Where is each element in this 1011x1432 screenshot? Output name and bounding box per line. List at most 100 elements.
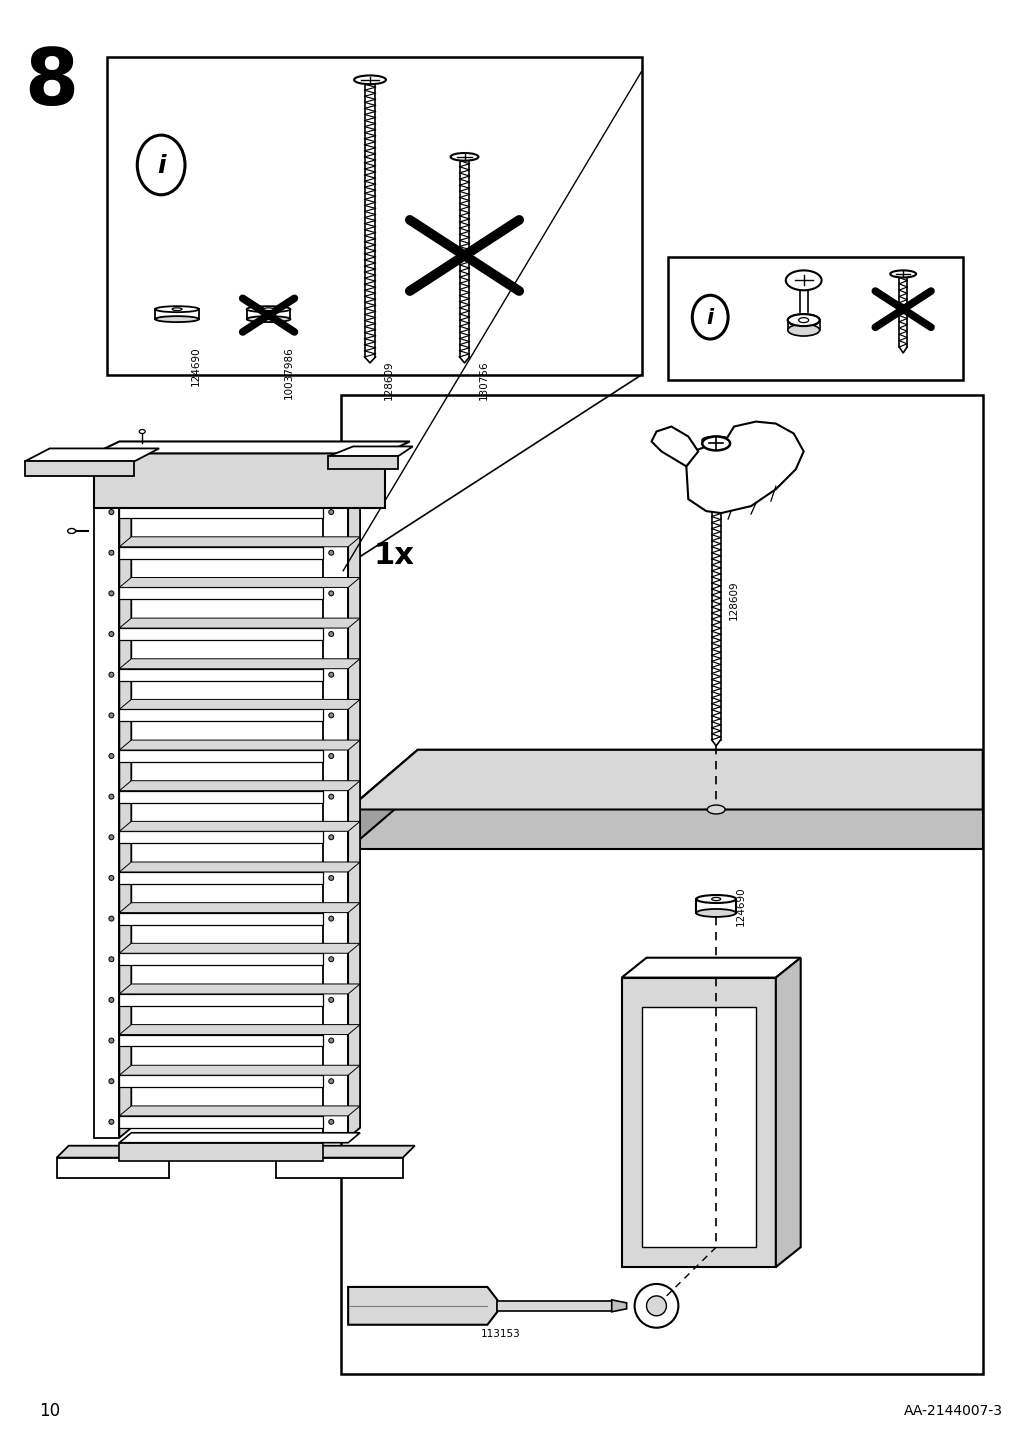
Text: 124690: 124690	[191, 347, 201, 385]
Text: i: i	[706, 308, 713, 328]
Polygon shape	[119, 902, 360, 912]
Polygon shape	[685, 421, 803, 513]
Bar	[119, 1116, 323, 1128]
Circle shape	[329, 795, 334, 799]
Polygon shape	[119, 1133, 360, 1143]
Circle shape	[329, 957, 334, 962]
Bar	[341, 395, 982, 1375]
Polygon shape	[119, 1025, 360, 1034]
Polygon shape	[328, 447, 412, 457]
Ellipse shape	[450, 153, 478, 160]
Circle shape	[109, 795, 114, 799]
Polygon shape	[25, 448, 159, 461]
Text: 124690: 124690	[735, 886, 745, 927]
Bar	[119, 954, 323, 965]
Circle shape	[634, 1285, 677, 1327]
Bar	[94, 495, 119, 1138]
Circle shape	[329, 510, 334, 514]
Polygon shape	[119, 780, 360, 790]
Ellipse shape	[692, 295, 727, 339]
Ellipse shape	[137, 135, 185, 195]
Polygon shape	[275, 1146, 415, 1157]
Text: 8: 8	[24, 46, 79, 122]
Circle shape	[329, 1038, 334, 1042]
Bar	[119, 912, 323, 925]
Ellipse shape	[323, 487, 360, 495]
Text: 128609: 128609	[383, 359, 393, 400]
Bar	[119, 505, 323, 518]
Polygon shape	[57, 1146, 181, 1157]
Circle shape	[329, 753, 334, 759]
Bar	[119, 1143, 323, 1160]
Polygon shape	[119, 1106, 360, 1116]
Circle shape	[329, 998, 334, 1002]
Polygon shape	[119, 619, 360, 629]
Bar	[94, 454, 384, 508]
Polygon shape	[348, 750, 418, 849]
Ellipse shape	[798, 318, 808, 322]
Ellipse shape	[155, 306, 199, 312]
Polygon shape	[611, 1300, 626, 1312]
Text: i: i	[157, 155, 165, 178]
Bar	[696, 899, 735, 914]
Bar	[247, 309, 290, 319]
Polygon shape	[651, 427, 698, 467]
Bar	[641, 1008, 755, 1247]
Ellipse shape	[247, 316, 290, 322]
Circle shape	[329, 1078, 334, 1084]
Polygon shape	[348, 750, 982, 809]
Polygon shape	[348, 750, 982, 809]
Circle shape	[109, 510, 114, 514]
Polygon shape	[119, 495, 360, 505]
Bar	[119, 587, 323, 600]
Bar	[155, 309, 199, 319]
Bar	[119, 669, 323, 680]
Ellipse shape	[140, 430, 146, 434]
Polygon shape	[94, 441, 409, 454]
Circle shape	[109, 591, 114, 596]
Circle shape	[329, 591, 334, 596]
Bar	[119, 872, 323, 884]
Circle shape	[109, 1078, 114, 1084]
Polygon shape	[119, 1065, 360, 1075]
Bar	[119, 629, 323, 640]
Circle shape	[329, 672, 334, 677]
Ellipse shape	[787, 314, 819, 326]
Ellipse shape	[68, 528, 76, 534]
Ellipse shape	[787, 314, 819, 326]
Bar	[119, 547, 323, 558]
Ellipse shape	[702, 437, 729, 444]
Ellipse shape	[890, 271, 915, 278]
Circle shape	[329, 632, 334, 637]
Ellipse shape	[711, 898, 720, 901]
Circle shape	[109, 753, 114, 759]
Bar	[323, 495, 348, 1138]
Circle shape	[109, 957, 114, 962]
Bar	[119, 832, 323, 843]
Circle shape	[109, 632, 114, 637]
Circle shape	[109, 1120, 114, 1124]
Polygon shape	[119, 944, 360, 954]
Text: 10037986: 10037986	[283, 347, 293, 398]
Bar	[119, 994, 323, 1005]
Bar	[787, 321, 819, 329]
Ellipse shape	[247, 306, 290, 312]
Polygon shape	[119, 659, 360, 669]
Text: 130756: 130756	[478, 359, 488, 400]
Circle shape	[109, 835, 114, 839]
Polygon shape	[348, 1287, 496, 1325]
Polygon shape	[119, 537, 360, 547]
Circle shape	[329, 713, 334, 717]
Bar	[621, 978, 775, 1267]
Bar	[119, 709, 323, 722]
Polygon shape	[328, 457, 397, 470]
Polygon shape	[348, 809, 982, 849]
Polygon shape	[348, 487, 360, 1138]
Polygon shape	[621, 958, 800, 978]
Bar	[107, 56, 641, 375]
Circle shape	[329, 835, 334, 839]
Ellipse shape	[787, 324, 819, 337]
Circle shape	[329, 550, 334, 556]
Polygon shape	[119, 699, 360, 709]
Polygon shape	[119, 822, 360, 832]
